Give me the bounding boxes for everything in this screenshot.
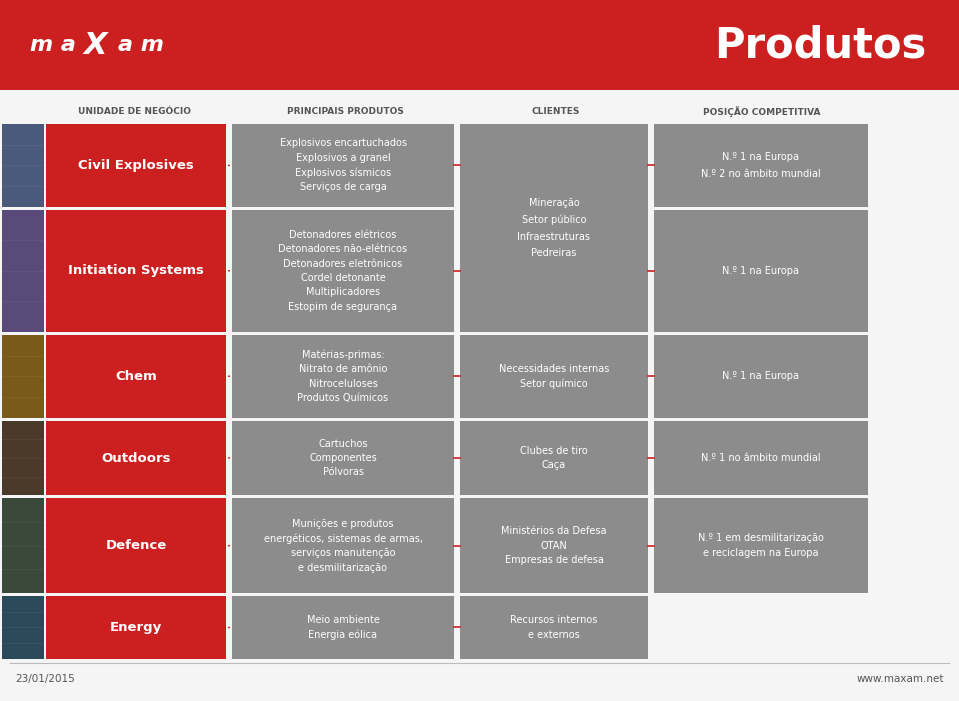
Text: N.º 1 em desmilitarização
e reciclagem na Europa: N.º 1 em desmilitarização e reciclagem n… [698, 533, 824, 558]
Text: Outdoors: Outdoors [102, 451, 171, 465]
Text: Matérias-primas:
Nitrato de amônio
Nitroceluloses
Produtos Químicos: Matérias-primas: Nitrato de amônio Nitro… [297, 349, 388, 403]
Bar [460, 335, 648, 418]
Text: N.º 1 na Europa: N.º 1 na Europa [722, 266, 800, 275]
Bar [232, 596, 454, 659]
Text: Explosivos encartuchados
Explosivos a granel
Explosivos sísmicos
Serviços de car: Explosivos encartuchados Explosivos a gr… [279, 138, 407, 192]
Text: CLIENTES: CLIENTES [532, 107, 580, 116]
Bar [654, 498, 868, 593]
Bar [46, 498, 226, 593]
Bar [460, 421, 648, 496]
Text: Produtos: Produtos [713, 24, 926, 66]
Text: N.º 1 na Europa
N.º 2 no âmbito mundial: N.º 1 na Europa N.º 2 no âmbito mundial [701, 152, 821, 179]
Bar [2, 498, 44, 593]
Text: Cartuchos
Componentes
Pólvoras: Cartuchos Componentes Pólvoras [309, 439, 377, 477]
Text: Mineração
Setor público
Infraestruturas
Pedreiras: Mineração Setor público Infraestruturas … [518, 198, 591, 258]
Text: a m: a m [118, 35, 164, 55]
Bar [46, 421, 226, 496]
Text: N.º 1 na Europa: N.º 1 na Europa [722, 372, 800, 381]
Bar [654, 210, 868, 332]
Bar [46, 210, 226, 332]
Bar [460, 498, 648, 593]
Bar [232, 421, 454, 496]
Text: Initiation Systems: Initiation Systems [68, 264, 204, 278]
Bar [2, 124, 44, 207]
Bar [46, 124, 226, 207]
Bar [232, 498, 454, 593]
Text: Chem: Chem [115, 369, 157, 383]
Bar [46, 335, 226, 418]
Bar [654, 124, 868, 207]
Text: Detonadores elétricos
Detonadores não-elétricos
Detonadores eletrônicos
Cordel d: Detonadores elétricos Detonadores não-el… [278, 230, 408, 312]
Bar [232, 210, 454, 332]
Text: Civil Explosives: Civil Explosives [78, 159, 194, 172]
Text: Ministérios da Defesa
OTAN
Empresas de defesa: Ministérios da Defesa OTAN Empresas de d… [502, 526, 607, 565]
Bar [0, 0, 959, 90]
Bar [654, 335, 868, 418]
Text: POSIÇÃO COMPETITIVA: POSIÇÃO COMPETITIVA [703, 107, 821, 118]
Bar [232, 335, 454, 418]
Text: Necessidades internas
Setor químico: Necessidades internas Setor químico [499, 364, 609, 389]
Bar [2, 335, 44, 418]
Text: Energy: Energy [110, 621, 162, 634]
Bar [460, 124, 648, 332]
Text: UNIDADE DE NEGÓCIO: UNIDADE DE NEGÓCIO [79, 107, 192, 116]
Text: m a: m a [30, 35, 76, 55]
Bar [460, 596, 648, 659]
Text: www.maxam.net: www.maxam.net [856, 674, 944, 684]
Text: N.º 1 no âmbito mundial: N.º 1 no âmbito mundial [701, 453, 821, 463]
Text: PRINCIPAIS PRODUTOS: PRINCIPAIS PRODUTOS [287, 107, 404, 116]
Text: Munições e produtos
energéticos, sistemas de armas,
serviços manutenção
e desmil: Munições e produtos energéticos, sistema… [264, 519, 423, 573]
Text: X: X [83, 31, 106, 60]
Bar [2, 421, 44, 496]
Text: Meio ambiente
Energia eólica: Meio ambiente Energia eólica [307, 615, 380, 640]
Text: 23/01/2015: 23/01/2015 [15, 674, 75, 684]
Text: Recursos internos
e externos: Recursos internos e externos [510, 615, 597, 640]
Bar [232, 124, 454, 207]
Text: Defence: Defence [105, 539, 167, 552]
Bar [2, 596, 44, 659]
Text: Clubes de tiro
Caça: Clubes de tiro Caça [520, 446, 588, 470]
Bar [46, 596, 226, 659]
Bar [654, 421, 868, 496]
Bar [2, 210, 44, 332]
